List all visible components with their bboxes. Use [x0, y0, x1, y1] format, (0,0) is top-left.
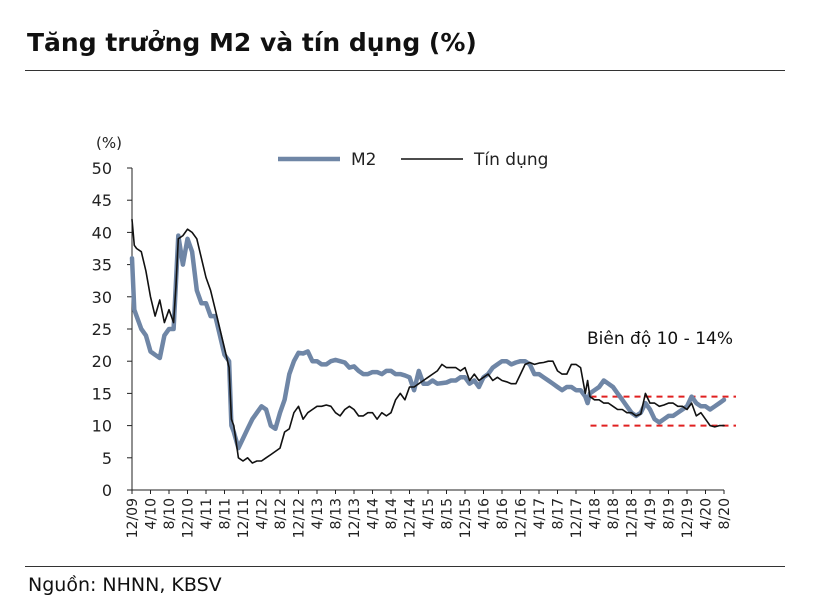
x-tick-label: 8/16 — [495, 498, 511, 530]
x-tick-label: 8/10 — [162, 498, 178, 529]
x-tick-label: 4/16 — [477, 498, 493, 530]
y-tick-label: 0 — [102, 481, 112, 500]
x-tick-label: 8/14 — [384, 498, 400, 530]
y-tick-label: 30 — [92, 288, 112, 307]
y-tick-label: 50 — [92, 159, 112, 178]
y-tick-label: 5 — [102, 449, 112, 468]
y-axis: 0 5 10 15 20 25 30 35 40 45 50 — [92, 159, 133, 500]
top-divider — [25, 70, 785, 71]
x-tick-label: 8/19 — [662, 498, 678, 529]
x-tick-label: 8/12 — [273, 498, 289, 529]
x-tick-label: 12/12 — [292, 498, 308, 538]
x-tick-label: 12/18 — [625, 498, 641, 538]
legend-label-m2: M2 — [351, 150, 376, 170]
x-tick-label: 4/11 — [199, 498, 215, 529]
chart-title: Tăng trưởng M2 và tín dụng (%) — [27, 28, 477, 57]
y-tick-label: 25 — [92, 320, 112, 339]
y-tick-label: 15 — [92, 384, 112, 403]
series-line-credit — [131, 218, 725, 464]
x-tick-label: 12/16 — [514, 498, 530, 538]
x-tick-label: 4/10 — [144, 498, 160, 529]
x-tick-label: 4/17 — [532, 498, 548, 529]
x-axis: 12/09 4/10 8/10 12/10 4/11 8/11 12/11 4/12 8/12 1… — [125, 489, 733, 538]
x-tick-label: 12/10 — [181, 498, 197, 538]
x-tick-label: 4/20 — [699, 498, 715, 529]
x-tick-label: 4/19 — [643, 498, 659, 529]
x-tick-label: 4/15 — [421, 498, 437, 529]
x-tick-label: 12/11 — [236, 498, 252, 538]
x-tick-label: 8/18 — [606, 498, 622, 529]
band-annotation: Biên độ 10 - 14% — [587, 329, 733, 349]
series-line-m2 — [129, 233, 727, 451]
x-tick-label: 8/15 — [440, 498, 456, 529]
legend-label-credit: Tín dụng — [473, 150, 548, 170]
x-tick-label: 12/13 — [347, 498, 363, 538]
legend: M2 Tín dụng — [278, 150, 548, 170]
x-tick-label: 4/13 — [310, 498, 326, 529]
source-note: Nguồn: NHNN, KBSV — [28, 574, 222, 596]
x-tick-label: 12/15 — [458, 498, 474, 538]
y-tick-label: 40 — [92, 223, 112, 242]
y-axis-unit-label: (%) — [96, 134, 122, 152]
bottom-divider — [25, 566, 785, 567]
x-tick-label: 8/17 — [551, 498, 567, 529]
x-tick-label: 8/11 — [218, 498, 234, 529]
y-tick-label: 45 — [92, 191, 112, 210]
y-tick-label: 10 — [92, 417, 112, 436]
x-tick-label: 12/09 — [125, 498, 141, 538]
series-lines — [129, 218, 727, 464]
x-tick-label: 8/13 — [329, 498, 345, 529]
x-tick-label: 4/12 — [255, 498, 271, 529]
y-tick-label: 20 — [92, 352, 112, 371]
x-tick-label: 12/19 — [680, 498, 696, 538]
x-tick-label: 12/14 — [403, 498, 419, 538]
x-tick-label: 4/18 — [588, 498, 604, 529]
x-tick-label: 8/20 — [717, 498, 733, 529]
x-tick-label: 4/14 — [366, 498, 382, 530]
y-tick-label: 35 — [92, 256, 112, 275]
x-tick-label: 12/17 — [569, 498, 585, 538]
